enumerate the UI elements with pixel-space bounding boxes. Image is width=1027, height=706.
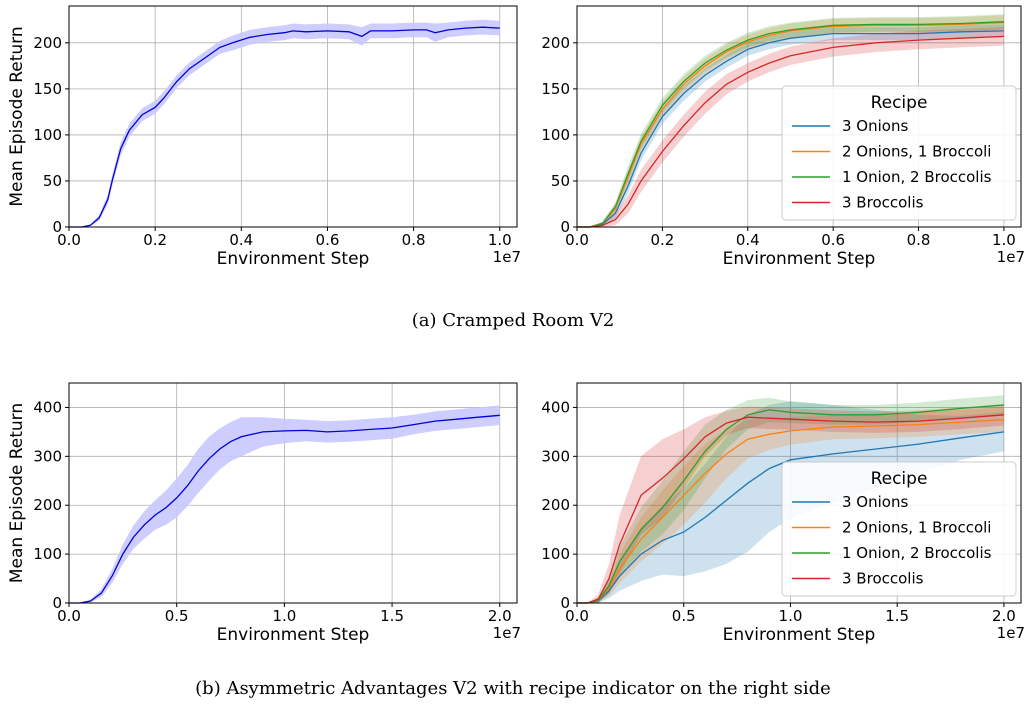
series-line-1 — [577, 419, 1004, 604]
x-tick-label: 0.4 — [736, 231, 760, 249]
y-tick-label: 100 — [33, 126, 62, 144]
legend: Recipe 3 Onions 2 Onions, 1 Broccoli 1 Onio… — [781, 85, 1017, 221]
x-tick-label: 0.0 — [565, 607, 589, 625]
series-band-0 — [69, 405, 500, 603]
legend-entry: 3 Broccolis — [842, 570, 924, 588]
legend-entry: 2 Onions, 1 Broccoli — [842, 143, 991, 161]
series-line-3 — [577, 414, 1004, 604]
y-tick-label: 150 — [541, 80, 570, 98]
axes-frame — [68, 5, 518, 228]
x-tick-label: 1.0 — [488, 231, 512, 249]
x-tick-label: 0.2 — [650, 231, 674, 249]
series-band-1 — [577, 407, 1004, 603]
x-multiplier: 1e7 — [997, 624, 1025, 642]
x-tick-label: 1.5 — [885, 607, 909, 625]
x-tick-label: 1.0 — [272, 607, 296, 625]
legend-entry: 1 Onion, 2 Broccolis — [842, 544, 992, 562]
y-tick-label: 0 — [560, 594, 570, 612]
y-axis-label: Mean Episode Return — [7, 26, 27, 206]
legend-entry: 1 Onion, 2 Broccolis — [842, 168, 992, 186]
x-tick-label: 0.6 — [316, 231, 340, 249]
chart-cramped-room-recipes: 0.0 0.2 0.4 0.6 0.8 1.0 0 50 100 150 200 1e7 Environ… — [541, 5, 1025, 269]
x-tick-label: 0.4 — [229, 231, 253, 249]
series-line-3 — [577, 35, 1004, 228]
series-line-0 — [69, 414, 500, 604]
y-tick-label: 100 — [541, 126, 570, 144]
x-multiplier: 1e7 — [493, 624, 521, 642]
series-line-2 — [577, 21, 1004, 228]
axes-frame — [68, 382, 518, 604]
series-band-0 — [577, 24, 1004, 228]
x-tick-label: 0.0 — [565, 231, 589, 249]
y-tick-label: 0 — [52, 594, 62, 612]
series-line-0 — [577, 30, 1004, 228]
y-axis-label: Mean Episode Return — [7, 403, 27, 583]
x-tick-label: 0.8 — [402, 231, 426, 249]
x-tick-label: 1.0 — [992, 231, 1016, 249]
x-tick-label: 0.2 — [143, 231, 167, 249]
x-axis-label: Environment Step — [723, 625, 876, 645]
series-line-1 — [577, 21, 1004, 228]
caption-b: (b) Asymmetric Advantages V2 with recipe… — [195, 678, 831, 699]
chart-asymmetric-recipes: 0.0 0.5 1.0 1.5 2.0 0 100 200 300 400 1e7 Environme… — [541, 382, 1025, 645]
legend-title: Recipe — [871, 93, 928, 113]
x-tick-label: 0.0 — [57, 231, 81, 249]
y-tick-label: 300 — [33, 447, 62, 465]
x-tick-label: 0.8 — [907, 231, 931, 249]
y-tick-label: 100 — [541, 545, 570, 563]
chart-cramped-room-returns: 0.0 0.2 0.4 0.6 0.8 1.0 0 50 100 150 200 1e7 Environ… — [7, 5, 521, 269]
x-tick-label: 1.0 — [779, 607, 803, 625]
series-band-3 — [577, 27, 1004, 228]
y-tick-label: 150 — [33, 80, 62, 98]
x-axis-label: Environment Step — [723, 249, 876, 269]
x-multiplier: 1e7 — [493, 248, 521, 266]
x-tick-label: 0.0 — [57, 607, 81, 625]
caption-a: (a) Cramped Room V2 — [412, 310, 615, 331]
legend-box — [781, 85, 1017, 221]
x-tick-label: 1.5 — [380, 607, 404, 625]
legend-entry: 3 Onions — [842, 493, 908, 511]
axes-frame — [576, 382, 1022, 604]
y-tick-label: 200 — [541, 34, 570, 52]
x-axis-label: Environment Step — [217, 249, 370, 269]
legend-entry: 3 Broccolis — [842, 194, 924, 212]
y-tick-label: 200 — [33, 34, 62, 52]
y-tick-label: 400 — [33, 398, 62, 416]
y-tick-label: 100 — [33, 545, 62, 563]
y-tick-label: 200 — [33, 496, 62, 514]
legend-entry: 2 Onions, 1 Broccoli — [842, 519, 991, 537]
legend-box — [781, 461, 1017, 597]
x-tick-label: 0.6 — [821, 231, 845, 249]
series-band-3 — [577, 404, 1004, 603]
series-band-0 — [69, 19, 500, 227]
series-line-0 — [577, 431, 1004, 604]
y-tick-label: 200 — [541, 496, 570, 514]
y-tick-label: 50 — [551, 172, 570, 190]
y-tick-label: 0 — [560, 218, 570, 236]
axes-frame — [576, 5, 1022, 228]
series-line-0 — [69, 26, 500, 228]
legend-entry: 3 Onions — [842, 117, 908, 135]
legend-title: Recipe — [871, 469, 928, 489]
x-axis-label: Environment Step — [217, 625, 370, 645]
y-tick-label: 0 — [52, 218, 62, 236]
legend: Recipe 3 Onions 2 Onions, 1 Broccoli 1 Onio… — [781, 461, 1017, 597]
x-multiplier: 1e7 — [997, 248, 1025, 266]
series-line-2 — [577, 404, 1004, 604]
x-tick-label: 2.0 — [992, 607, 1016, 625]
y-tick-label: 300 — [541, 447, 570, 465]
x-tick-label: 2.0 — [488, 607, 512, 625]
x-tick-label: 0.5 — [165, 607, 189, 625]
y-tick-label: 400 — [541, 398, 570, 416]
series-band-2 — [577, 395, 1004, 603]
x-tick-label: 0.5 — [672, 607, 696, 625]
y-tick-label: 50 — [43, 172, 62, 190]
chart-asymmetric-returns: 0.0 0.5 1.0 1.5 2.0 0 100 200 300 400 1e7 Environme… — [7, 382, 521, 645]
